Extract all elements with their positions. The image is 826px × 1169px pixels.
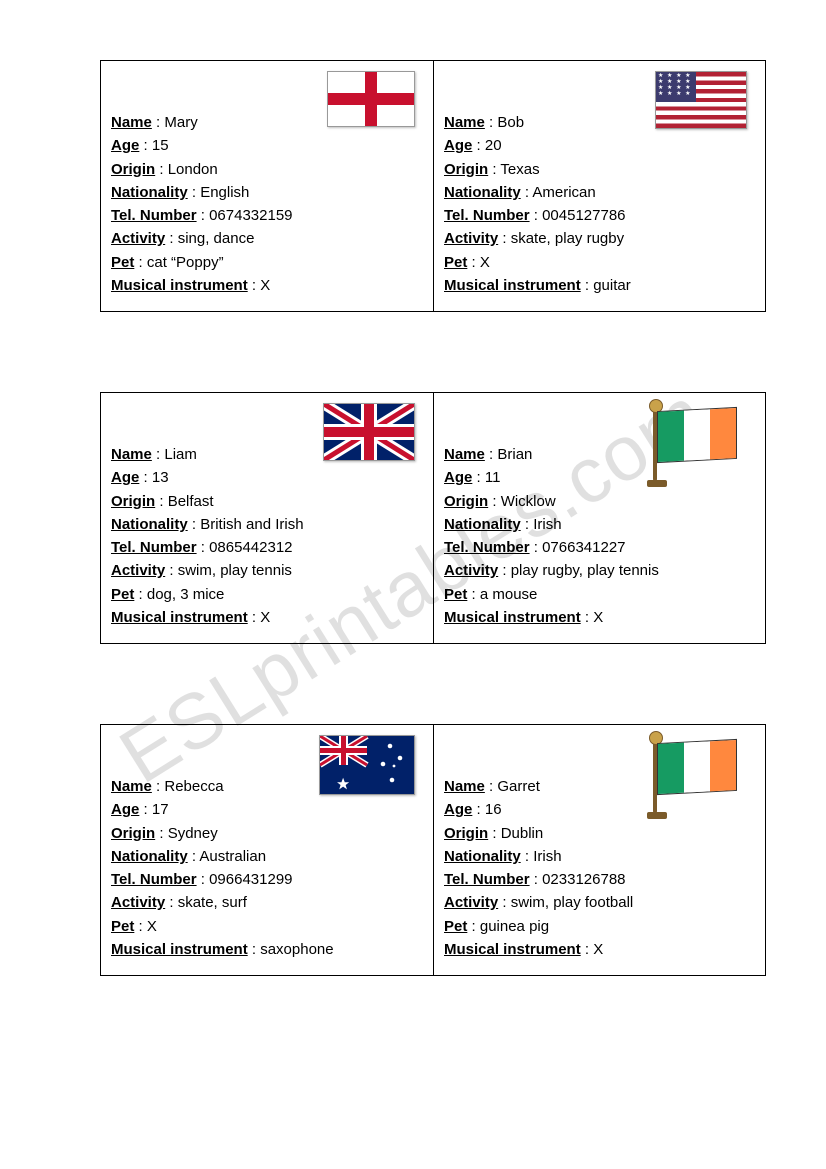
field-instrument: Musical instrument : X: [444, 606, 755, 629]
profile-card: Name : Brian Age : 11 Origin : Wicklow N…: [433, 393, 765, 643]
field-age: Age : 15: [111, 134, 423, 157]
field-tel: Tel. Number : 0766341227: [444, 536, 755, 559]
flag-uk: [323, 403, 415, 461]
field-nationality: Nationality : Irish: [444, 845, 755, 868]
field-pet: Pet : a mouse: [444, 583, 755, 606]
flag-australia: [319, 735, 415, 795]
field-origin: Origin : Sydney: [111, 822, 423, 845]
flag-usa: ★ ★ ★ ★★ ★ ★ ★★ ★ ★ ★★ ★ ★ ★: [655, 71, 747, 129]
field-nationality: Nationality : British and Irish: [111, 513, 423, 536]
field-tel: Tel. Number : 0674332159: [111, 204, 423, 227]
field-origin: Origin : Dublin: [444, 822, 755, 845]
field-pet: Pet : guinea pig: [444, 915, 755, 938]
profile-card: Name : Liam Age : 13 Origin : Belfast Na…: [101, 393, 433, 643]
field-pet: Pet : X: [111, 915, 423, 938]
field-instrument: Musical instrument : X: [111, 274, 423, 297]
field-pet: Pet : dog, 3 mice: [111, 583, 423, 606]
field-age: Age : 13: [111, 466, 423, 489]
field-tel: Tel. Number : 0233126788: [444, 868, 755, 891]
field-tel: Tel. Number : 0045127786: [444, 204, 755, 227]
field-instrument: Musical instrument : guitar: [444, 274, 755, 297]
field-pet: Pet : cat “Poppy”: [111, 251, 423, 274]
field-activity: Activity : play rugby, play tennis: [444, 559, 755, 582]
field-age: Age : 20: [444, 134, 755, 157]
field-nationality: Nationality : American: [444, 181, 755, 204]
field-instrument: Musical instrument : saxophone: [111, 938, 423, 961]
field-activity: Activity : skate, play rugby: [444, 227, 755, 250]
field-origin: Origin : Texas: [444, 158, 755, 181]
field-origin: Origin : Belfast: [111, 490, 423, 513]
field-activity: Activity : swim, play tennis: [111, 559, 423, 582]
field-nationality: Nationality : Irish: [444, 513, 755, 536]
profile-card: Name : Mary Age : 15 Origin : London Nat…: [101, 61, 433, 311]
field-age: Age : 17: [111, 798, 423, 821]
field-activity: Activity : swim, play football: [444, 891, 755, 914]
flag-england: [327, 71, 415, 127]
flag-ireland: [647, 735, 747, 817]
field-tel: Tel. Number : 0865442312: [111, 536, 423, 559]
field-pet: Pet : X: [444, 251, 755, 274]
field-tel: Tel. Number : 0966431299: [111, 868, 423, 891]
profile-card: Name : Rebecca Age : 17 Origin : Sydney …: [101, 725, 433, 975]
card-row: Name : Mary Age : 15 Origin : London Nat…: [100, 60, 766, 312]
field-origin: Origin : Wicklow: [444, 490, 755, 513]
profile-card: ★ ★ ★ ★★ ★ ★ ★★ ★ ★ ★★ ★ ★ ★ Name : Bob …: [433, 61, 765, 311]
flag-ireland: [647, 403, 747, 485]
field-nationality: Nationality : English: [111, 181, 423, 204]
field-nationality: Nationality : Australian: [111, 845, 423, 868]
field-origin: Origin : London: [111, 158, 423, 181]
card-row: Name : Rebecca Age : 17 Origin : Sydney …: [100, 724, 766, 976]
profile-card: Name : Garret Age : 16 Origin : Dublin N…: [433, 725, 765, 975]
field-instrument: Musical instrument : X: [444, 938, 755, 961]
field-activity: Activity : sing, dance: [111, 227, 423, 250]
card-row: Name : Liam Age : 13 Origin : Belfast Na…: [100, 392, 766, 644]
worksheet-page: Name : Mary Age : 15 Origin : London Nat…: [0, 0, 826, 1016]
field-activity: Activity : skate, surf: [111, 891, 423, 914]
field-instrument: Musical instrument : X: [111, 606, 423, 629]
